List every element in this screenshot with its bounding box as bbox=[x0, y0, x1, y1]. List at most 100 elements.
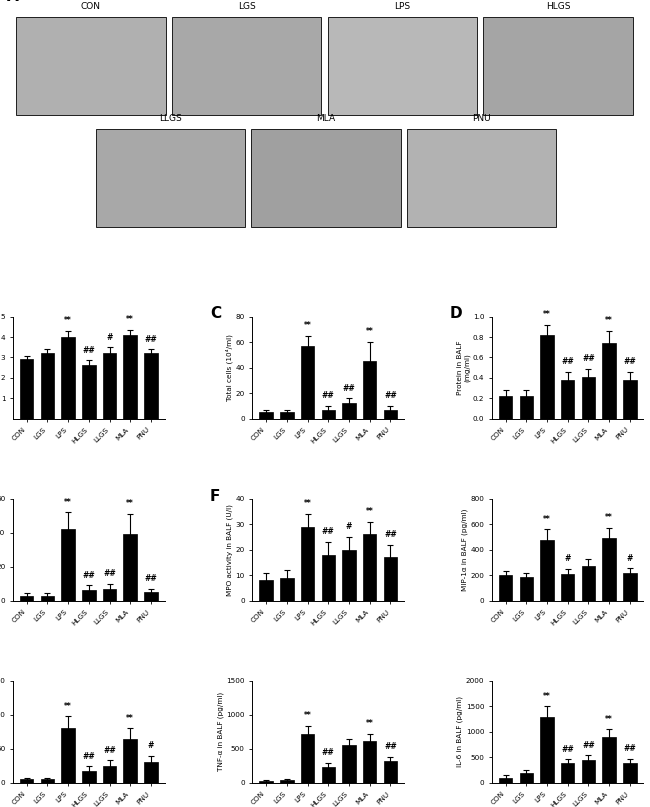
Bar bbox=[499, 575, 512, 600]
Bar bbox=[301, 734, 314, 783]
Bar bbox=[582, 567, 595, 600]
Bar bbox=[519, 577, 533, 600]
Y-axis label: MPO activity in BALF (U/l): MPO activity in BALF (U/l) bbox=[226, 504, 233, 596]
Bar bbox=[280, 578, 294, 600]
Text: **: ** bbox=[366, 719, 374, 728]
Y-axis label: TNF-α in BALF (pg/ml): TNF-α in BALF (pg/ml) bbox=[217, 692, 224, 771]
Text: ##: ## bbox=[562, 745, 574, 754]
Text: ##: ## bbox=[83, 346, 95, 355]
Text: **: ** bbox=[64, 316, 72, 325]
Text: ##: ## bbox=[83, 752, 95, 761]
Bar bbox=[322, 767, 335, 783]
Bar bbox=[40, 780, 54, 783]
FancyBboxPatch shape bbox=[407, 129, 556, 228]
Bar bbox=[61, 529, 75, 600]
Bar bbox=[82, 591, 96, 600]
Text: #: # bbox=[627, 554, 633, 562]
Text: ##: ## bbox=[384, 391, 396, 400]
Text: **: ** bbox=[304, 321, 311, 330]
Text: **: ** bbox=[543, 310, 551, 319]
Bar bbox=[540, 717, 554, 783]
Text: ##: ## bbox=[322, 391, 335, 400]
Text: ##: ## bbox=[322, 748, 335, 758]
Bar bbox=[103, 353, 116, 419]
Bar bbox=[61, 729, 75, 783]
FancyBboxPatch shape bbox=[16, 17, 166, 115]
Text: C: C bbox=[210, 307, 221, 321]
Text: #: # bbox=[148, 741, 154, 750]
Text: **: ** bbox=[304, 500, 311, 508]
Bar bbox=[322, 554, 335, 600]
Text: **: ** bbox=[543, 692, 551, 700]
Bar bbox=[499, 396, 512, 419]
Text: ##: ## bbox=[103, 746, 116, 755]
Bar bbox=[40, 353, 54, 419]
Bar bbox=[384, 410, 397, 419]
Y-axis label: IL-6 in BALF (pg/ml): IL-6 in BALF (pg/ml) bbox=[456, 696, 463, 767]
Bar bbox=[540, 540, 554, 600]
Text: ##: ## bbox=[384, 530, 396, 539]
Bar bbox=[384, 761, 397, 783]
Bar bbox=[259, 412, 273, 419]
Bar bbox=[623, 573, 636, 600]
Text: **: ** bbox=[605, 513, 613, 522]
Text: LGS: LGS bbox=[238, 2, 255, 11]
Text: ##: ## bbox=[83, 571, 95, 579]
Bar bbox=[82, 365, 96, 419]
Bar bbox=[280, 780, 294, 783]
Text: HLGS: HLGS bbox=[546, 2, 570, 11]
Text: ##: ## bbox=[582, 741, 595, 750]
Text: PNU: PNU bbox=[473, 115, 491, 123]
Bar bbox=[259, 780, 273, 783]
Bar bbox=[124, 534, 137, 600]
Bar bbox=[259, 580, 273, 600]
Text: **: ** bbox=[126, 316, 134, 324]
Bar bbox=[144, 592, 158, 600]
Text: LPS: LPS bbox=[395, 2, 410, 11]
Bar bbox=[603, 538, 616, 600]
Bar bbox=[363, 362, 376, 419]
Bar bbox=[499, 778, 512, 783]
Text: ##: ## bbox=[144, 335, 157, 344]
Bar bbox=[280, 412, 294, 419]
Bar bbox=[322, 410, 335, 419]
Text: ##: ## bbox=[623, 357, 636, 366]
Text: ##: ## bbox=[103, 569, 116, 578]
Bar bbox=[603, 343, 616, 419]
Bar bbox=[301, 527, 314, 600]
Bar bbox=[103, 589, 116, 600]
Bar bbox=[582, 760, 595, 783]
Bar bbox=[343, 404, 356, 419]
FancyBboxPatch shape bbox=[172, 17, 321, 115]
Bar bbox=[561, 763, 575, 783]
Text: **: ** bbox=[543, 515, 551, 524]
FancyBboxPatch shape bbox=[484, 17, 633, 115]
Bar bbox=[40, 596, 54, 600]
Text: ##: ## bbox=[623, 744, 636, 753]
Text: LLGS: LLGS bbox=[159, 115, 182, 123]
Text: **: ** bbox=[605, 715, 613, 724]
Text: **: ** bbox=[64, 498, 72, 507]
Text: ##: ## bbox=[322, 528, 335, 537]
Text: **: ** bbox=[605, 316, 613, 325]
Y-axis label: Protein in BALF
(mg/ml): Protein in BALF (mg/ml) bbox=[456, 341, 470, 395]
Bar bbox=[124, 335, 137, 419]
Text: ##: ## bbox=[144, 574, 157, 583]
Bar bbox=[144, 763, 158, 783]
Text: **: ** bbox=[366, 328, 374, 337]
Text: ##: ## bbox=[384, 742, 396, 751]
Y-axis label: Total cells (10⁴/ml): Total cells (10⁴/ml) bbox=[226, 334, 233, 401]
Bar bbox=[343, 745, 356, 783]
Bar bbox=[124, 738, 137, 783]
Bar bbox=[561, 574, 575, 600]
Text: #: # bbox=[346, 522, 352, 531]
Bar bbox=[343, 550, 356, 600]
Bar bbox=[103, 766, 116, 783]
Text: ##: ## bbox=[343, 383, 356, 392]
Bar bbox=[61, 337, 75, 419]
Text: MLA: MLA bbox=[317, 115, 335, 123]
Text: #: # bbox=[107, 332, 112, 341]
Text: **: ** bbox=[126, 500, 134, 508]
Bar bbox=[363, 741, 376, 783]
Text: ##: ## bbox=[562, 357, 574, 366]
